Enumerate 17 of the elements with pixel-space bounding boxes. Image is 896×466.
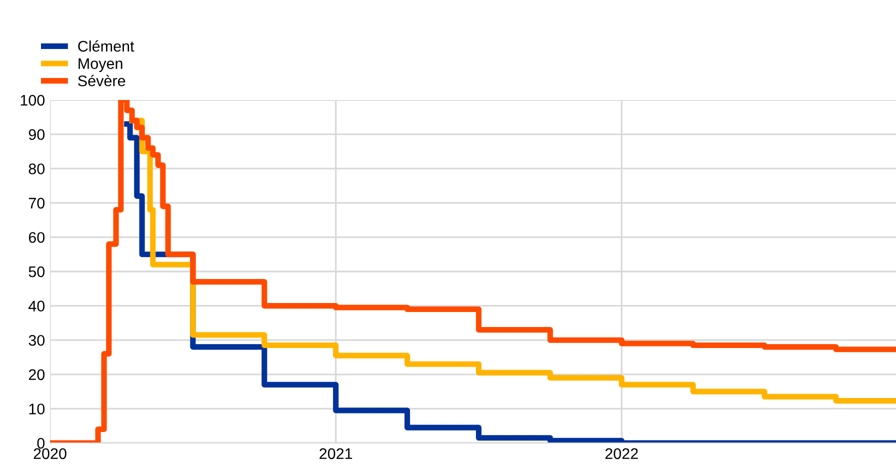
x-tick-label: 2020 — [34, 448, 66, 460]
x-tick-label: 2021 — [320, 448, 352, 460]
y-tick-label: 60 — [28, 232, 45, 243]
y-tick-label: 10 — [29, 404, 45, 414]
y-tick-label: 100 — [20, 94, 45, 106]
y-tick-label: 70 — [28, 198, 45, 209]
legend-label: Moyen — [78, 58, 122, 72]
y-tick-label: 50 — [28, 266, 45, 278]
y-tick-label: 40 — [28, 300, 45, 312]
y-tick-label: 30 — [28, 334, 45, 346]
y-tick-label: 90 — [28, 129, 45, 140]
x-tick-label: 2022 — [605, 448, 638, 460]
y-tick-label: 80 — [28, 163, 45, 174]
legend-label: Sévère — [78, 74, 126, 86]
y-tick-label: 20 — [28, 369, 45, 380]
legend-label: Clément — [78, 40, 134, 52]
y-tick-label: 0 — [37, 438, 45, 449]
